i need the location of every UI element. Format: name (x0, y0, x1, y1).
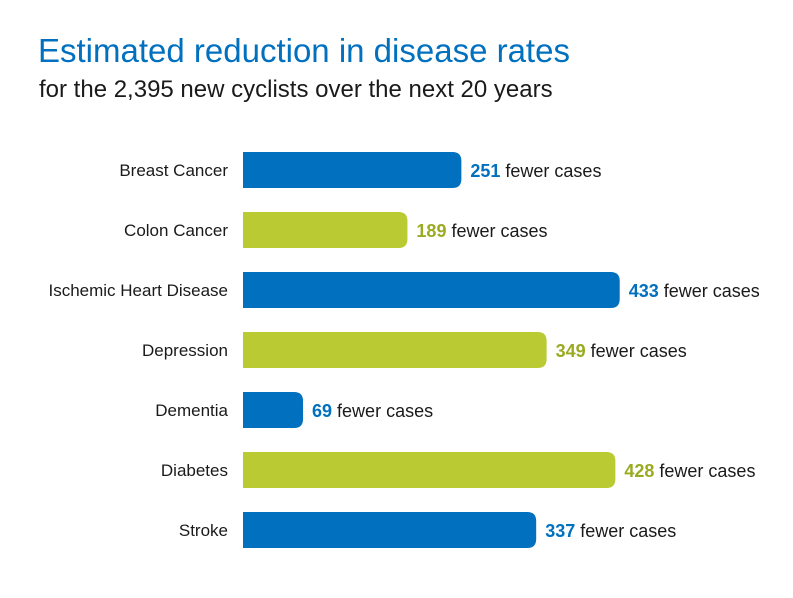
data-label-value: 433 (629, 281, 659, 301)
bar (243, 152, 462, 188)
data-label-suffix: fewer cases (575, 521, 676, 541)
category-label: Depression (142, 341, 228, 360)
category-label: Dementia (155, 401, 228, 420)
data-label-suffix: fewer cases (586, 341, 687, 361)
category-label: Colon Cancer (124, 221, 228, 240)
category-label: Breast Cancer (119, 161, 228, 180)
data-label: 349 fewer cases (556, 341, 687, 361)
data-label-suffix: fewer cases (654, 461, 755, 481)
data-label: 433 fewer cases (629, 281, 760, 301)
category-label: Diabetes (161, 461, 228, 480)
bar (243, 452, 616, 488)
chart-subtitle: for the 2,395 new cyclists over the next… (39, 76, 553, 103)
data-label: 428 fewer cases (624, 461, 755, 481)
data-label-suffix: fewer cases (446, 221, 547, 241)
data-label-value: 337 (545, 521, 575, 541)
bar (243, 332, 547, 368)
data-label: 337 fewer cases (545, 521, 676, 541)
bar (243, 392, 304, 428)
data-label: 251 fewer cases (470, 161, 601, 181)
data-label-value: 189 (416, 221, 446, 241)
bar (243, 272, 620, 308)
data-label-value: 349 (556, 341, 586, 361)
bar (243, 512, 537, 548)
category-label: Stroke (179, 521, 228, 540)
bar (243, 212, 408, 248)
data-label-value: 428 (624, 461, 654, 481)
chart-title: Estimated reduction in disease rates (38, 32, 570, 69)
data-label-suffix: fewer cases (500, 161, 601, 181)
data-label: 69 fewer cases (312, 401, 433, 421)
category-label: Ischemic Heart Disease (48, 281, 228, 300)
data-label-value: 251 (470, 161, 500, 181)
data-label: 189 fewer cases (416, 221, 547, 241)
data-label-suffix: fewer cases (659, 281, 760, 301)
data-label-value: 69 (312, 401, 332, 421)
data-label-suffix: fewer cases (332, 401, 433, 421)
